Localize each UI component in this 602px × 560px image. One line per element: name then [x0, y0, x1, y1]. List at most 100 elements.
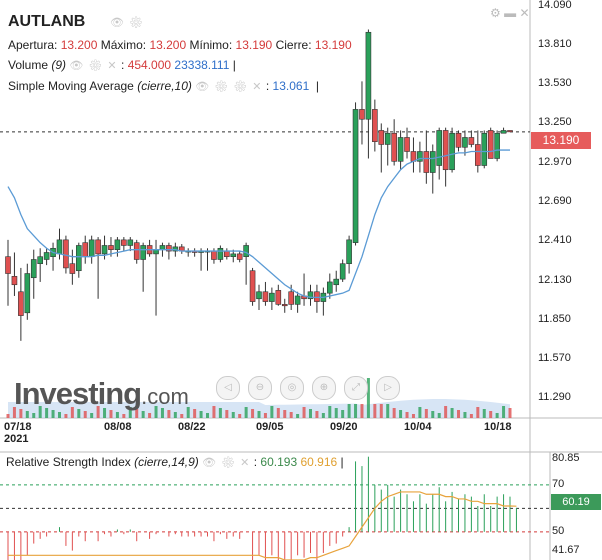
high-label: Máximo: [100, 38, 147, 52]
open-value: 13.200 [60, 38, 98, 52]
volume-bar [308, 409, 312, 418]
candle-body [269, 292, 275, 302]
close-icon[interactable]: ✕ [519, 6, 530, 20]
scroll-right-button[interactable]: ▷ [376, 376, 400, 400]
volume-ma-value: 23338.111 [174, 58, 230, 72]
volume-bar [218, 408, 222, 418]
volume-bar [463, 412, 467, 418]
volume-bar [251, 409, 255, 418]
volume-tools-icon[interactable]: 👁 ⚙ ✕ [69, 60, 118, 72]
candle-body [449, 132, 455, 171]
candle-body [82, 242, 89, 257]
reset-zoom-button[interactable]: ◎ [280, 376, 304, 400]
close-label: Cierre: [275, 38, 312, 52]
time-tick-label: 09/05 [256, 421, 284, 433]
time-tick-label: 08/08 [104, 421, 132, 433]
time-tick-label: 07/18 2021 [4, 421, 32, 445]
volume-bar [238, 414, 242, 418]
volume-label: Volume [8, 58, 49, 72]
candle-body [307, 291, 314, 300]
candle-body [63, 239, 69, 269]
zoom-out-button[interactable]: ⊖ [248, 376, 272, 400]
volume-bar [502, 406, 506, 418]
sma-tools-icon[interactable]: 👁 ⚙ ⚙ ✕ [195, 81, 263, 93]
price-tick-label: 12.130 [538, 273, 572, 286]
candle-body [326, 281, 333, 294]
sma-line [7, 149, 510, 299]
volume-bar [411, 414, 415, 418]
candle-body [384, 132, 391, 145]
rsi-signal-line [8, 491, 517, 560]
investing-logo: Investing.com [14, 376, 189, 411]
candle-body [397, 137, 404, 162]
candle-body [172, 246, 179, 252]
rsi-label: Relative Strength Index [6, 455, 131, 469]
volume-bar [366, 378, 370, 418]
candle-body [121, 239, 127, 246]
volume-bar [392, 408, 396, 418]
candle-body [455, 132, 462, 148]
candle-body [236, 253, 243, 260]
settings-icon[interactable]: ⚙ [490, 6, 501, 20]
volume-bar [212, 406, 216, 418]
candle-body [108, 245, 114, 250]
sma-value: 13.061 [272, 79, 310, 93]
low-value: 13.190 [235, 38, 273, 52]
volume-bar [193, 409, 197, 418]
candle-body [281, 304, 288, 307]
ohlc-row: Apertura: 13.200 Máximo: 13.200 Mínimo: … [8, 38, 352, 52]
volume-bar [148, 413, 152, 418]
candle-body [43, 252, 50, 260]
volume-bar [276, 408, 280, 418]
rsi-tools-icon[interactable]: 👁 ⚙ ✕ [202, 457, 251, 469]
candle-body [127, 239, 134, 246]
volume-row[interactable]: Volume (9) 👁 ⚙ ✕ : 454.000 23338.111 | [8, 58, 236, 72]
volume-bar [289, 412, 293, 418]
volume-bar [315, 411, 319, 418]
price-tick-label: 13.810 [538, 37, 572, 50]
volume-bar [482, 409, 486, 418]
candle-body [5, 256, 11, 274]
scroll-left-button[interactable]: ◁ [216, 376, 240, 400]
volume-bar [64, 414, 68, 418]
volume-bar [122, 414, 126, 418]
candle-body [352, 109, 359, 243]
volume-bar [231, 412, 235, 418]
volume-bar [424, 409, 428, 418]
volume-ma-area [8, 399, 510, 418]
volume-bar [160, 408, 164, 418]
fit-button[interactable]: ⤢ [344, 376, 368, 400]
volume-bar [141, 411, 145, 418]
candle-body [442, 130, 449, 171]
symbol-tools-icon[interactable]: 👁 ⚙ [110, 17, 144, 29]
time-tick-label: 08/22 [178, 421, 206, 433]
candle-body [140, 245, 146, 260]
volume-bar [373, 404, 377, 418]
symbol-title: AUTLANB [8, 13, 86, 30]
volume-bar [206, 413, 210, 418]
candle-body [423, 151, 430, 173]
volume-bar [225, 410, 229, 418]
candle-body [275, 290, 282, 305]
zoom-in-button[interactable]: ⊕ [312, 376, 336, 400]
price-tick-label: 13.250 [538, 116, 572, 129]
rsi-header[interactable]: Relative Strength Index (cierre,14,9) 👁 … [6, 455, 344, 469]
candle-body [24, 273, 31, 314]
candle-body [75, 245, 82, 272]
sma-row[interactable]: Simple Moving Average (cierre,10) 👁 ⚙ ⚙ … [8, 79, 320, 93]
candle-body [372, 109, 378, 142]
volume-bar [57, 412, 61, 418]
volume-bar [25, 411, 29, 418]
time-tick-label: 10/04 [404, 421, 432, 433]
candle-body [256, 291, 262, 300]
volume-bar [51, 410, 55, 418]
volume-bar [302, 407, 306, 418]
volume-bar [489, 411, 493, 418]
candle-body [249, 270, 256, 302]
candle-body [69, 263, 76, 274]
minimize-icon[interactable]: ▬ [504, 6, 517, 20]
volume-bar [154, 406, 158, 418]
window-controls[interactable]: ⚙ ▬ ✕ [490, 6, 530, 20]
candle-body [475, 144, 481, 166]
